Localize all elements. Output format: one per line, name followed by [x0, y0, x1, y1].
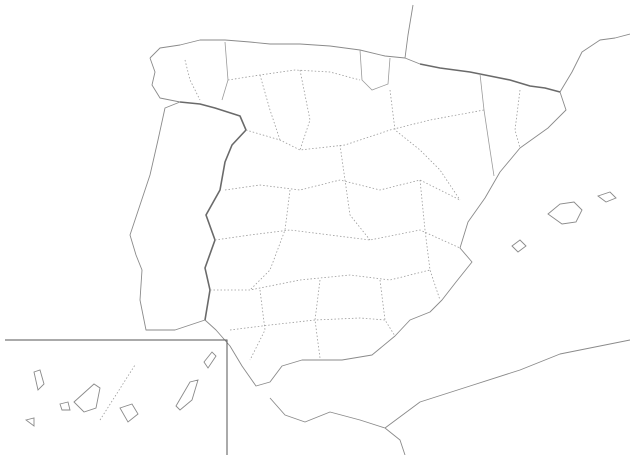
- lanzarote: [204, 352, 216, 368]
- coastlines: [130, 5, 630, 455]
- province-border: [300, 70, 310, 150]
- el-hierro: [26, 418, 34, 426]
- province-border: [225, 180, 460, 200]
- galicia-west-coast: [150, 58, 180, 102]
- fuerteventura: [176, 380, 198, 410]
- galicia-north-coast: [150, 40, 420, 64]
- region-borders: [222, 42, 494, 176]
- province-border: [215, 230, 460, 248]
- africa-coast: [270, 340, 630, 455]
- gran-canaria: [120, 404, 138, 422]
- province-border: [515, 90, 520, 148]
- region-border: [480, 74, 494, 176]
- france-mediterranean-coast: [560, 34, 630, 92]
- la-palma: [34, 370, 44, 390]
- portugal-border: [180, 102, 246, 320]
- province-border: [228, 70, 360, 80]
- balearic-islands: [512, 192, 616, 252]
- province-border: [380, 280, 395, 336]
- tenerife: [74, 384, 100, 412]
- province-border: [420, 180, 440, 300]
- menorca: [598, 192, 616, 202]
- france-coast: [405, 5, 413, 58]
- portugal-coast: [130, 102, 205, 330]
- province-border: [250, 290, 265, 360]
- province-border: [250, 190, 290, 290]
- ibiza: [512, 240, 526, 252]
- province-border: [390, 90, 460, 200]
- province-border: [260, 75, 280, 140]
- inset-frame: [5, 340, 227, 455]
- province-border: [246, 110, 484, 150]
- national-borders: [180, 64, 560, 320]
- province-border: [315, 280, 320, 358]
- mallorca: [548, 202, 582, 224]
- france-border: [420, 64, 560, 92]
- province-border: [230, 318, 385, 330]
- province-borders: [185, 60, 520, 360]
- province-border: [340, 145, 370, 240]
- la-gomera: [60, 402, 70, 410]
- province-border: [185, 60, 200, 100]
- map: [0, 0, 630, 455]
- region-border: [222, 42, 228, 100]
- canary-inset: [5, 340, 227, 455]
